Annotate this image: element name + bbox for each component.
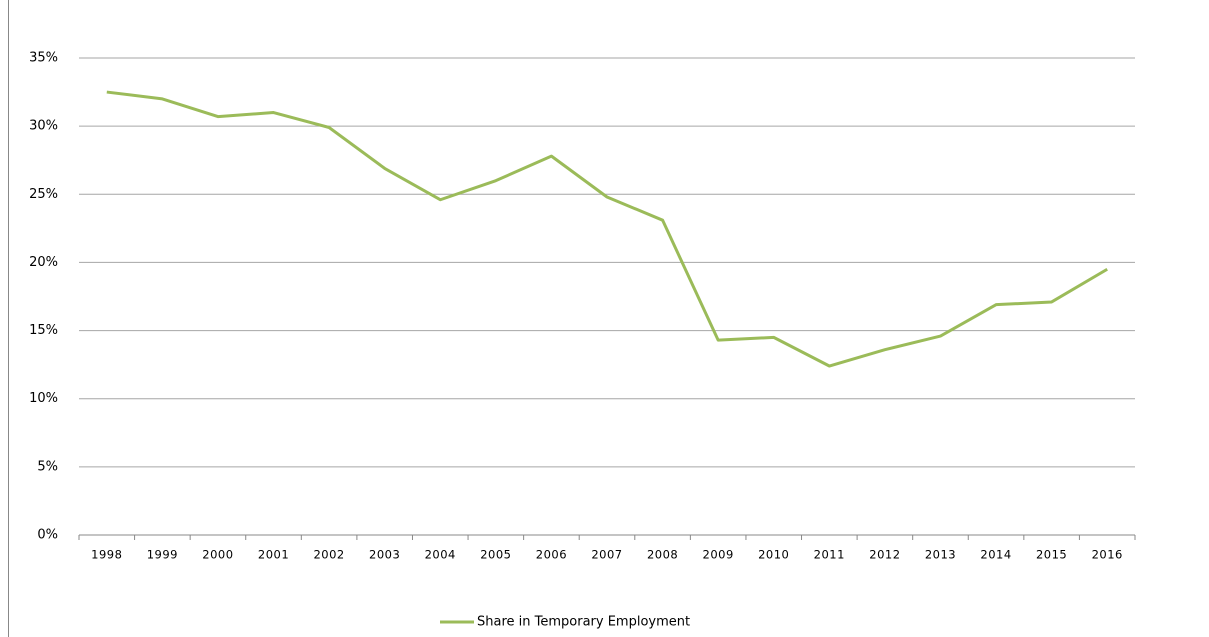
x-tick-label: 2006 [536,548,567,562]
x-tick-label: 2010 [758,548,789,562]
x-tick-label: 2009 [703,548,734,562]
x-tick-label: 2016 [1092,548,1123,562]
x-tick-label: 2007 [591,548,622,562]
x-tick-label: 2005 [480,548,511,562]
y-tick-label: 5% [37,459,58,474]
y-tick-label: 35% [29,51,58,66]
x-tick-label: 2012 [869,548,900,562]
x-tick-label: 2015 [1036,548,1067,562]
x-tick-label: 2014 [980,548,1011,562]
x-tick-label: 2002 [313,548,344,562]
y-tick-label: 0% [37,528,58,543]
x-tick-label: 2013 [925,548,956,562]
x-tick-label: 1999 [147,548,178,562]
y-tick-label: 30% [29,119,58,134]
x-tick-label: 1998 [91,548,122,562]
x-tick-label: 2008 [647,548,678,562]
x-tick-label: 2000 [202,548,233,562]
x-tick-label: 2001 [258,548,289,562]
y-tick-label: 20% [29,255,58,270]
y-tick-label: 15% [29,323,58,338]
x-tick-label: 2011 [814,548,845,562]
legend-label: Share in Temporary Employment [477,615,690,630]
x-tick-label: 2003 [369,548,400,562]
y-tick-label: 10% [29,391,58,406]
series-line [106,90,1108,368]
x-tick-label: 2004 [425,548,456,562]
y-tick-label: 25% [29,187,58,202]
